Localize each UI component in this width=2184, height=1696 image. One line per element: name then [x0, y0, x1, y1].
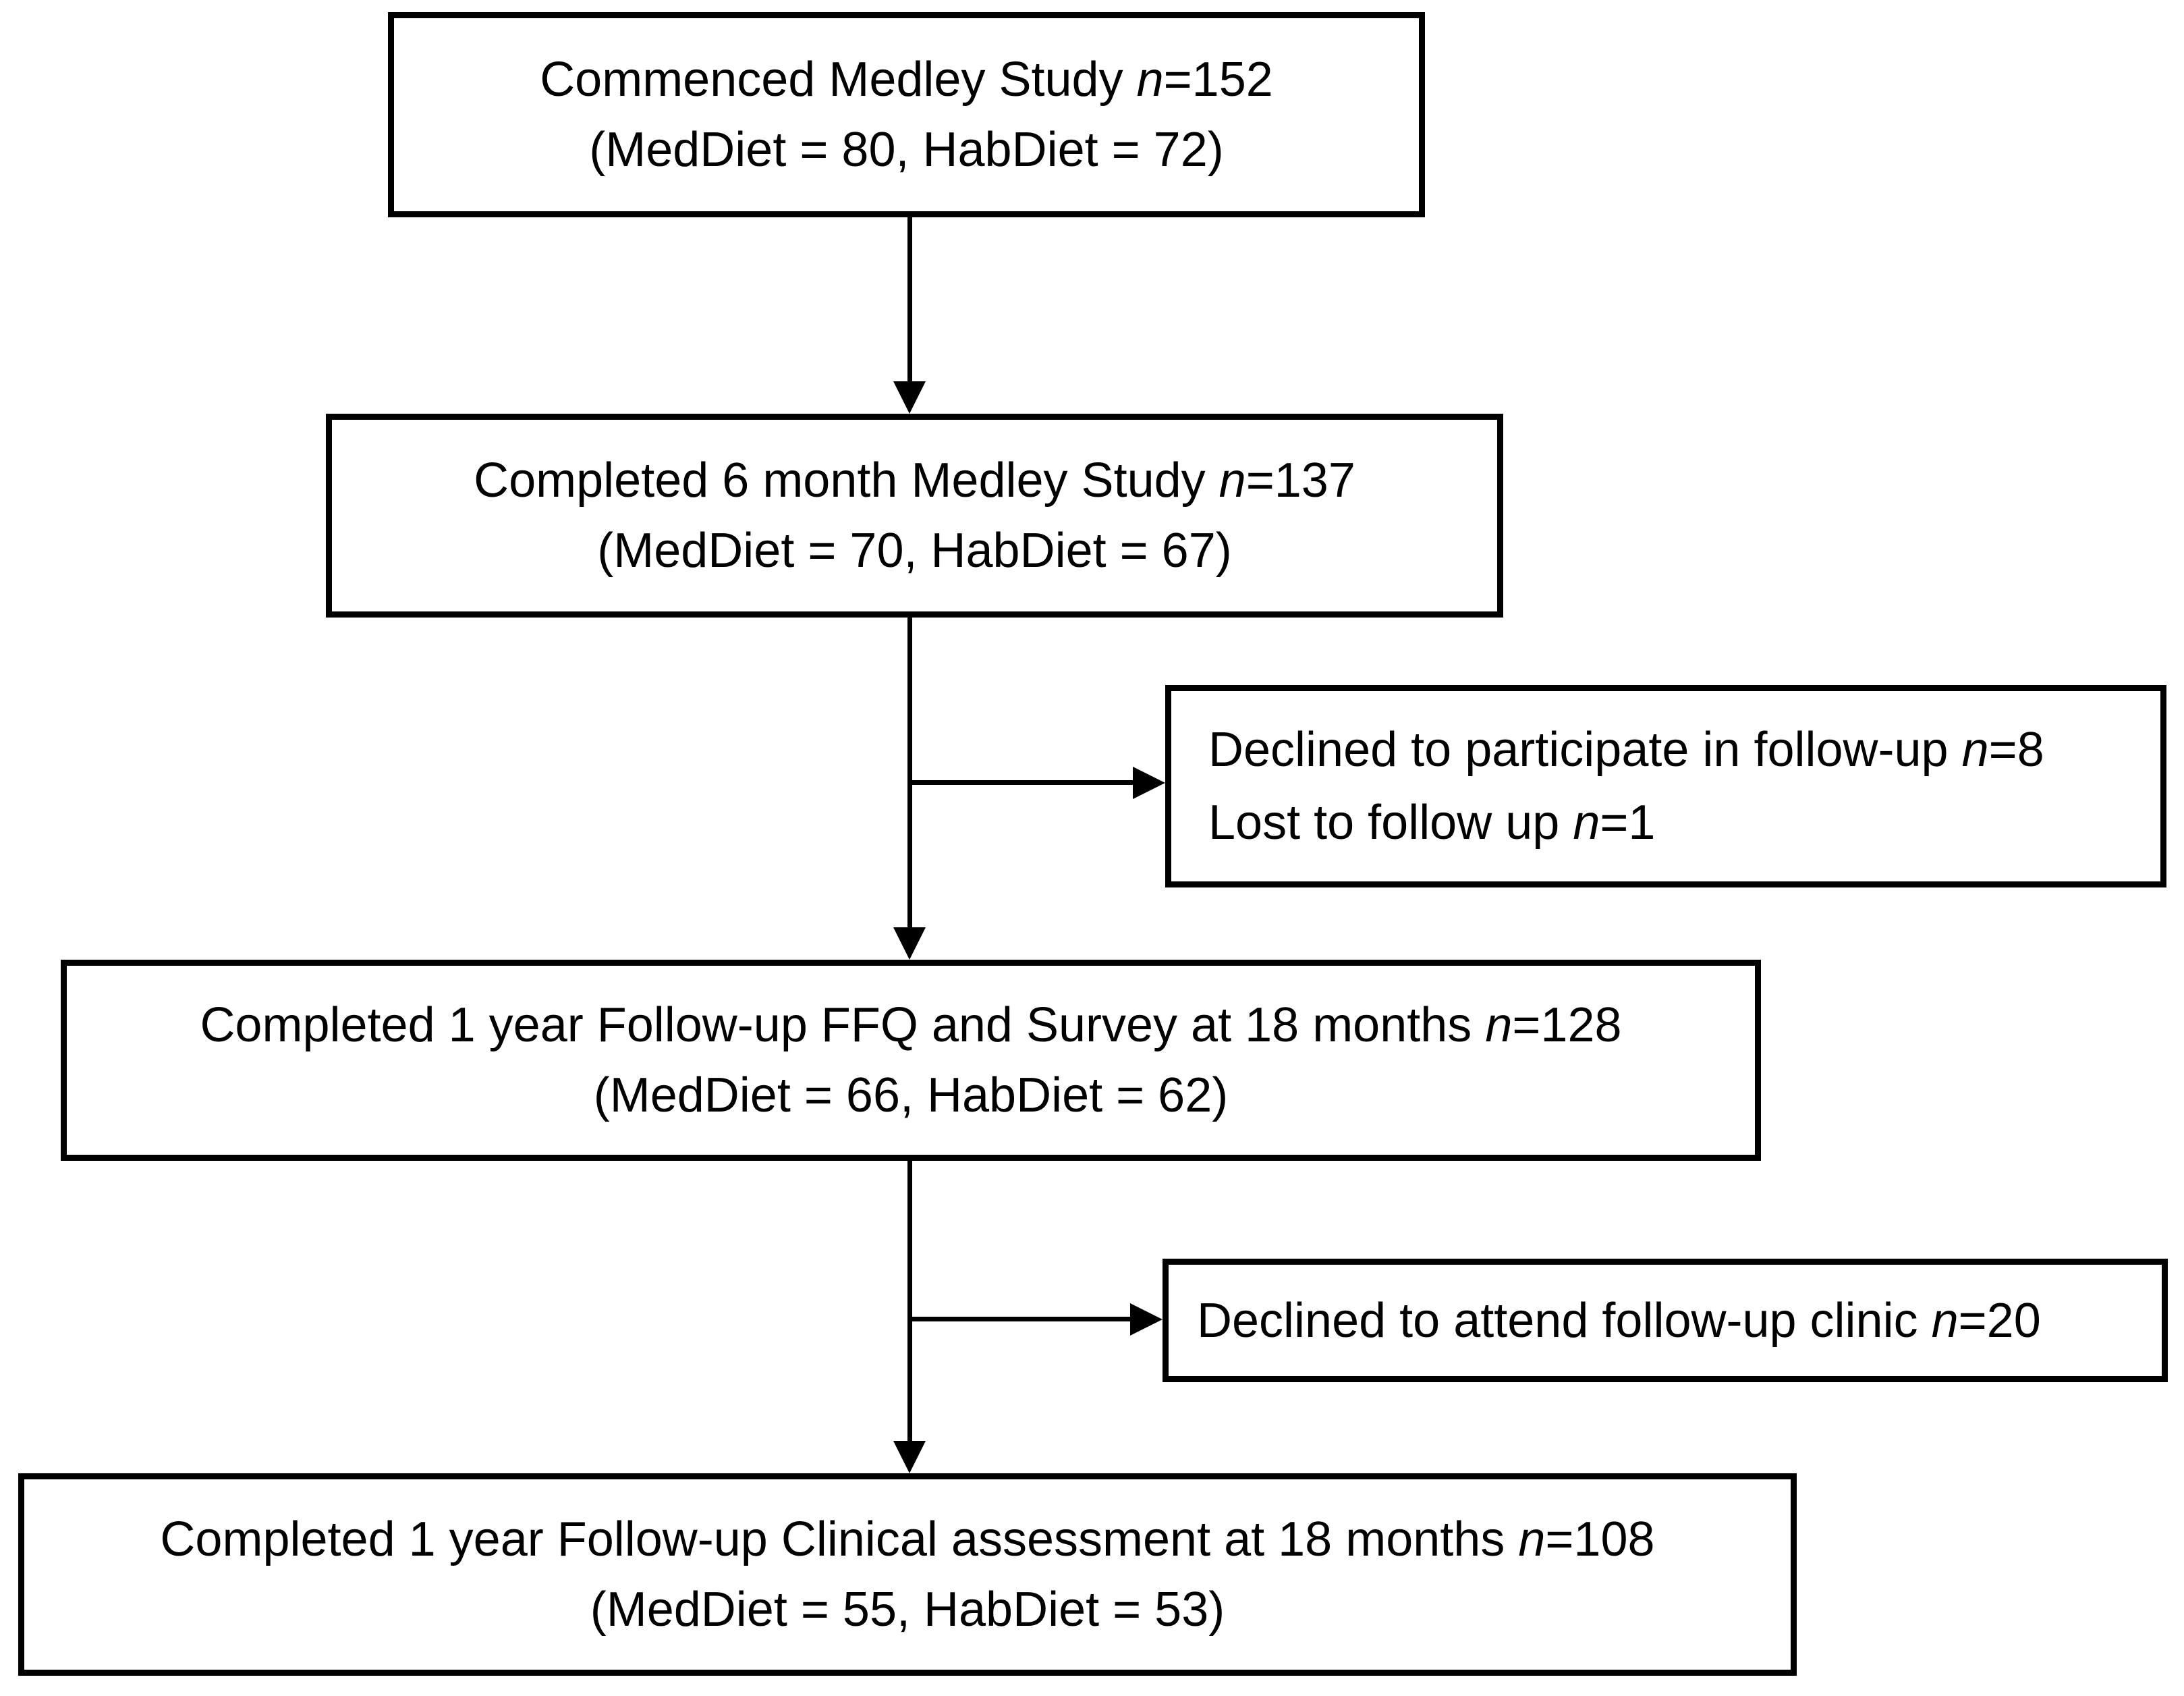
flow-box-text-line: Commenced Medley Study n=152 [540, 52, 1273, 107]
flow-box-text-line: Declined to participate in follow-up n=8 [1208, 723, 2044, 777]
flow-box-declined-clinic: Declined to attend follow-up clinic n=20 [1163, 1259, 2168, 1382]
flow-box-declined-followup: Declined to participate in follow-up n=8… [1165, 685, 2166, 887]
arrowhead-down-icon [893, 381, 926, 414]
flow-box-text-line: Lost to follow up n=1 [1208, 796, 1656, 850]
branch-to-declined-followup [909, 780, 1133, 785]
flow-box-text-line: (MedDiet = 55, HabDiet = 53) [590, 1583, 1225, 1637]
flow-box-text-line: (MedDiet = 80, HabDiet = 72) [589, 123, 1224, 177]
connector-ffq-to-clinical [907, 1161, 912, 1442]
arrowhead-right-icon [1133, 767, 1165, 799]
flow-box-completed-1-year-ffq-survey: Completed 1 year Follow-up FFQ and Surve… [61, 960, 1761, 1161]
flow-box-text-line: Declined to attend follow-up clinic n=20 [1197, 1293, 2041, 1348]
connector-6month-to-ffq [907, 618, 912, 929]
connector-commenced-to-6month [907, 217, 912, 383]
flow-box-text-line: (MedDiet = 70, HabDiet = 67) [597, 524, 1232, 578]
arrowhead-right-icon [1130, 1303, 1163, 1336]
flow-box-text-line: (MedDiet = 66, HabDiet = 62) [593, 1068, 1229, 1122]
flow-box-commenced: Commenced Medley Study n=152 (MedDiet = … [388, 12, 1425, 217]
flow-box-completed-1-year-clinical: Completed 1 year Follow-up Clinical asse… [18, 1473, 1797, 1676]
flow-box-text-line: Completed 1 year Follow-up FFQ and Surve… [200, 997, 1622, 1052]
flow-box-text-line: Completed 6 month Medley Study n=137 [474, 453, 1355, 508]
arrowhead-down-icon [893, 927, 926, 960]
branch-to-declined-clinic [909, 1317, 1130, 1321]
arrowhead-down-icon [893, 1441, 926, 1473]
flow-box-text-line: Completed 1 year Follow-up Clinical asse… [160, 1512, 1655, 1566]
flow-box-completed-6-month: Completed 6 month Medley Study n=137 (Me… [326, 414, 1503, 618]
